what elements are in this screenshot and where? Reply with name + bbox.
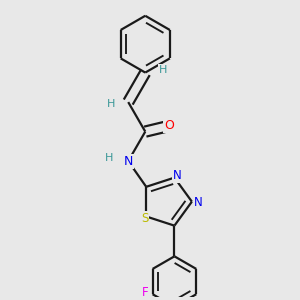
Text: H: H	[105, 153, 113, 163]
Text: H: H	[107, 99, 115, 109]
Text: N: N	[124, 154, 133, 168]
Text: S: S	[141, 212, 148, 225]
Text: H: H	[158, 65, 167, 75]
Text: N: N	[172, 169, 181, 182]
Text: O: O	[164, 119, 174, 132]
Text: F: F	[142, 286, 149, 299]
Text: N: N	[194, 196, 203, 209]
